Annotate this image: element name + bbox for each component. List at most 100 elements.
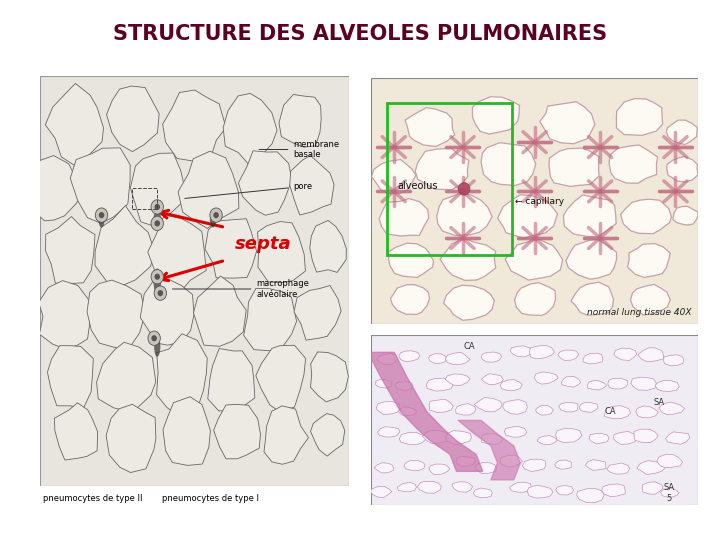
Polygon shape <box>45 217 95 284</box>
Polygon shape <box>605 406 631 419</box>
Polygon shape <box>534 372 558 384</box>
Polygon shape <box>527 485 553 498</box>
Text: alveolus: alveolus <box>397 181 438 191</box>
Polygon shape <box>540 102 595 144</box>
Polygon shape <box>583 353 603 364</box>
Ellipse shape <box>155 204 160 210</box>
Polygon shape <box>621 199 671 234</box>
Text: STRUCTURE DES ALVEOLES PULMONAIRES: STRUCTURE DES ALVEOLES PULMONAIRES <box>113 24 607 44</box>
Polygon shape <box>638 348 663 362</box>
Ellipse shape <box>153 211 161 227</box>
Polygon shape <box>577 488 604 503</box>
Polygon shape <box>29 156 83 221</box>
Polygon shape <box>554 460 571 469</box>
Polygon shape <box>310 220 346 272</box>
Polygon shape <box>398 407 417 416</box>
Ellipse shape <box>95 208 108 222</box>
Polygon shape <box>55 403 98 460</box>
Polygon shape <box>429 464 450 475</box>
Polygon shape <box>481 352 502 362</box>
Polygon shape <box>498 195 557 238</box>
Polygon shape <box>130 153 185 227</box>
Ellipse shape <box>210 208 222 222</box>
Polygon shape <box>564 195 616 237</box>
Polygon shape <box>637 461 665 475</box>
Polygon shape <box>585 460 606 470</box>
Polygon shape <box>310 352 348 402</box>
Ellipse shape <box>153 268 161 293</box>
Polygon shape <box>39 281 90 349</box>
Text: SA
5: SA 5 <box>663 483 675 503</box>
Polygon shape <box>395 381 413 390</box>
Polygon shape <box>657 454 683 468</box>
Polygon shape <box>613 431 637 444</box>
Polygon shape <box>537 436 557 445</box>
Polygon shape <box>503 400 527 414</box>
Ellipse shape <box>213 212 219 218</box>
Ellipse shape <box>151 335 157 341</box>
Polygon shape <box>608 379 628 389</box>
Polygon shape <box>452 482 472 492</box>
Polygon shape <box>163 397 210 465</box>
Polygon shape <box>607 463 629 474</box>
Polygon shape <box>256 345 305 411</box>
Polygon shape <box>631 285 670 315</box>
Polygon shape <box>289 156 334 215</box>
Polygon shape <box>87 280 145 350</box>
Polygon shape <box>372 159 416 194</box>
Polygon shape <box>602 484 625 497</box>
Polygon shape <box>163 90 226 161</box>
Polygon shape <box>445 374 470 386</box>
Bar <box>132 188 157 209</box>
Polygon shape <box>96 342 156 411</box>
Polygon shape <box>71 148 130 224</box>
Polygon shape <box>371 487 392 497</box>
Polygon shape <box>566 240 616 279</box>
Polygon shape <box>666 432 690 444</box>
Ellipse shape <box>210 211 216 227</box>
Text: ← capillary: ← capillary <box>515 197 564 206</box>
Polygon shape <box>399 351 420 362</box>
Polygon shape <box>667 120 698 145</box>
Polygon shape <box>446 353 470 364</box>
Polygon shape <box>510 346 533 357</box>
Polygon shape <box>482 433 503 445</box>
Polygon shape <box>405 107 455 146</box>
Polygon shape <box>673 206 698 225</box>
Polygon shape <box>616 99 662 136</box>
Bar <box>387 103 512 255</box>
Polygon shape <box>243 288 297 351</box>
Polygon shape <box>456 403 476 415</box>
Polygon shape <box>510 482 531 492</box>
Text: pneumocytes de type I: pneumocytes de type I <box>162 494 259 503</box>
Polygon shape <box>264 406 308 464</box>
Polygon shape <box>505 239 562 280</box>
Polygon shape <box>500 455 523 467</box>
Polygon shape <box>238 151 292 215</box>
Polygon shape <box>505 427 527 437</box>
Polygon shape <box>429 354 447 363</box>
Polygon shape <box>374 463 394 473</box>
Polygon shape <box>634 429 658 442</box>
Polygon shape <box>423 430 448 443</box>
Polygon shape <box>655 380 679 392</box>
Ellipse shape <box>99 211 104 227</box>
Ellipse shape <box>155 220 160 226</box>
Polygon shape <box>475 462 496 474</box>
Ellipse shape <box>99 212 104 218</box>
Polygon shape <box>415 148 469 190</box>
Text: normal lung tissue 40X: normal lung tissue 40X <box>588 308 692 316</box>
Polygon shape <box>631 377 657 390</box>
Polygon shape <box>400 432 426 444</box>
Polygon shape <box>474 397 502 411</box>
Polygon shape <box>571 282 613 315</box>
Polygon shape <box>45 83 104 167</box>
Polygon shape <box>613 348 636 361</box>
Text: CA: CA <box>604 407 616 416</box>
Polygon shape <box>500 380 522 390</box>
Ellipse shape <box>151 269 163 284</box>
Polygon shape <box>529 345 554 359</box>
Polygon shape <box>609 145 657 183</box>
Polygon shape <box>580 402 598 413</box>
Polygon shape <box>156 334 207 417</box>
